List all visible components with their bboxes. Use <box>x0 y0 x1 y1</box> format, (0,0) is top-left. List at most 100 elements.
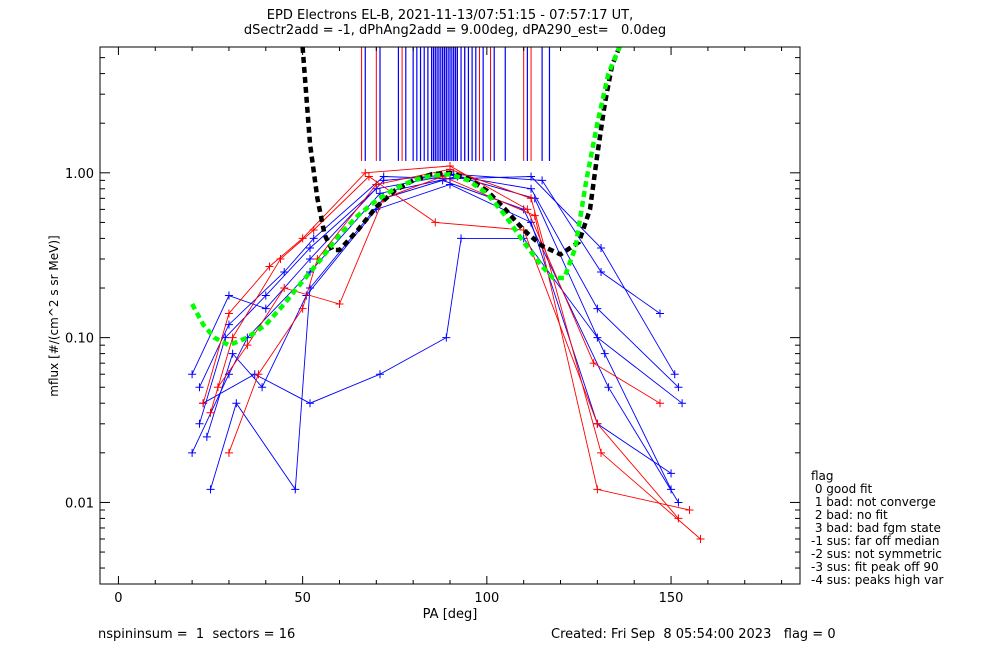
data-point-blue <box>597 268 606 277</box>
flag-legend-item: 1 bad: not converge <box>811 495 936 509</box>
axes-group: 0 50 100 150 0.01 0.10 1.00 <box>65 47 800 606</box>
data-point-blue <box>261 304 270 313</box>
flag-legend-item: -2 sus: not symmetric <box>811 547 942 561</box>
flag-legend-item: 2 bad: no fit <box>811 508 888 522</box>
data-point-red <box>206 408 215 417</box>
fit-curve-green <box>190 47 622 348</box>
data-point-red <box>199 399 208 408</box>
data-point-red <box>431 218 440 227</box>
chart-title-line1: EPD Electrons EL-B, 2021-11-13/07:51:15 … <box>266 8 634 23</box>
x-tick-label: 0 <box>114 591 122 606</box>
data-point-red <box>364 172 373 181</box>
data-point-blue <box>306 254 314 263</box>
data-point-red <box>243 341 252 350</box>
data-point-red <box>254 370 263 379</box>
flag-legend-item: -3 sus: fit peak off 90 <box>811 560 939 574</box>
data-point-blue <box>457 234 466 243</box>
y-tick-label: 1.00 <box>65 167 94 182</box>
data-point-blue <box>667 485 676 494</box>
data-point-blue <box>291 485 300 494</box>
flag-legend: flag 0 good fit 1 bad: not converge 2 ba… <box>811 470 943 587</box>
data-point-blue <box>667 469 676 478</box>
data-point-red <box>527 194 536 203</box>
vertical-lines-group <box>361 47 551 161</box>
flag-legend-item: -1 sus: far off median <box>811 534 940 548</box>
data-point-red <box>597 448 606 457</box>
data-point-red <box>265 262 274 271</box>
flag-legend-item: 0 good fit <box>811 482 873 496</box>
x-axis-label: PA [deg] <box>423 607 478 622</box>
y-axis-label: mflux [#/(cm^2 s sr MeV)] <box>47 235 61 396</box>
fit-curves-group <box>190 47 622 348</box>
data-series-group <box>188 161 705 544</box>
data-point-blue <box>224 320 233 329</box>
chart-title-line2: dSectr2add = -1, dPhAng2add = 9.00deg, d… <box>243 23 667 38</box>
footer-left-info: nspininsum = 1 sectors = 16 <box>98 627 296 642</box>
x-tick-label: 100 <box>474 591 499 606</box>
data-point-blue <box>678 399 687 408</box>
data-point-red <box>280 284 289 293</box>
data-point-red <box>656 399 664 408</box>
data-point-blue <box>306 243 314 252</box>
data-point-red <box>298 234 307 243</box>
series-line-blue <box>191 176 672 490</box>
data-point-red <box>593 485 602 494</box>
data-point-blue <box>188 448 197 457</box>
data-point-red <box>372 180 381 189</box>
data-point-red <box>224 448 233 457</box>
y-tick-label: 0.01 <box>65 496 94 511</box>
data-point-red <box>335 299 344 308</box>
data-point-blue <box>195 383 204 392</box>
data-point-blue <box>195 419 204 428</box>
data-point-blue <box>188 370 197 379</box>
data-point-blue <box>309 234 318 243</box>
flag-legend-title: flag <box>811 469 834 483</box>
data-point-blue <box>280 268 289 277</box>
data-point-blue <box>527 172 536 181</box>
data-point-blue <box>232 399 241 408</box>
y-tick-label: 0.10 <box>65 332 94 347</box>
data-point-red <box>593 419 602 428</box>
data-point-blue <box>527 184 536 193</box>
data-point-red <box>276 254 285 263</box>
data-point-blue <box>442 333 451 342</box>
data-point-red <box>674 514 683 523</box>
data-point-blue <box>674 383 683 392</box>
data-point-blue <box>206 485 215 494</box>
data-point-blue <box>379 172 388 181</box>
data-point-blue <box>593 333 602 342</box>
data-point-blue <box>527 218 536 227</box>
data-point-red <box>696 535 705 544</box>
data-point-blue <box>600 349 609 358</box>
data-point-red <box>589 359 598 368</box>
data-point-blue <box>224 291 233 300</box>
data-point-red <box>530 211 539 220</box>
data-point-red <box>298 304 307 313</box>
data-point-blue <box>604 383 613 392</box>
data-point-red <box>685 505 694 514</box>
data-point-red <box>228 333 237 342</box>
data-point-blue <box>228 349 237 358</box>
flag-legend-item: -4 sus: peaks high var <box>811 573 944 587</box>
data-point-red <box>361 168 370 177</box>
data-point-blue <box>674 498 683 507</box>
data-point-red <box>224 309 233 318</box>
data-point-red <box>213 383 222 392</box>
data-point-blue <box>376 370 384 379</box>
data-point-blue <box>597 243 606 252</box>
series-line-red <box>217 176 690 511</box>
data-point-red <box>309 225 318 234</box>
x-tick-label: 50 <box>294 591 311 606</box>
data-point-blue <box>656 309 664 318</box>
footer-right-info: Created: Fri Sep 8 05:54:00 2023 flag = … <box>551 627 836 642</box>
x-tick-label: 150 <box>659 591 684 606</box>
data-point-blue <box>258 383 267 392</box>
series-line-blue <box>199 174 679 424</box>
data-point-blue <box>538 176 547 185</box>
series-line-blue <box>206 184 672 474</box>
data-point-blue <box>670 370 679 379</box>
data-point-blue <box>593 304 602 313</box>
data-point-blue <box>306 399 314 408</box>
data-point-blue <box>261 291 270 300</box>
